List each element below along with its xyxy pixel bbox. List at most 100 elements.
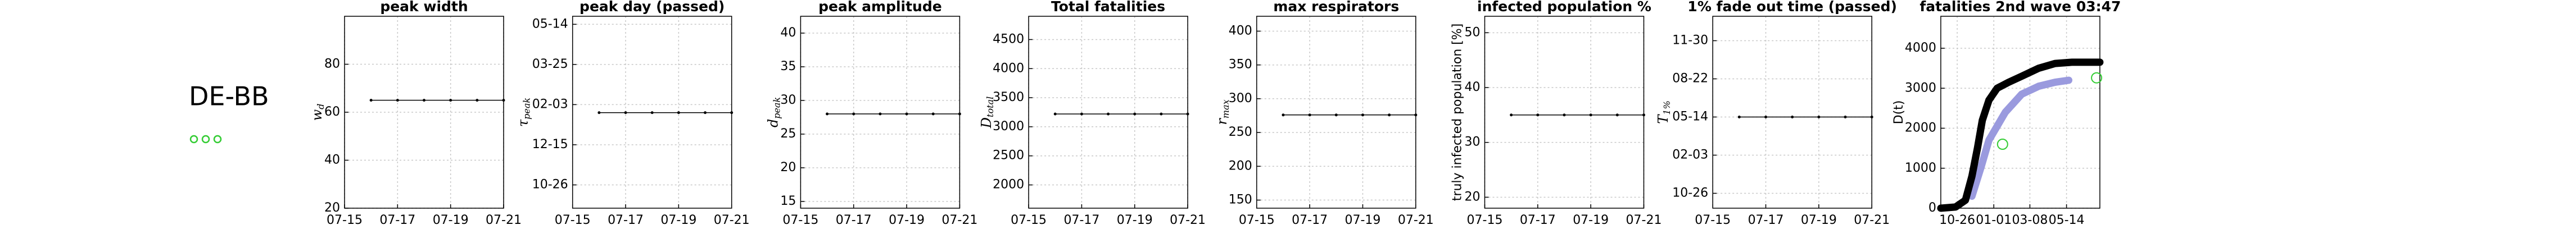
- marker-icon: [213, 135, 222, 144]
- region-label: DE-BB: [189, 81, 269, 112]
- y-tick-label: 3500: [993, 90, 1024, 104]
- y-tick-label: 3000: [1905, 81, 1936, 95]
- series-line: [1937, 58, 2104, 212]
- plot-frame: [1712, 16, 1872, 209]
- y-tick-label: 02-03: [532, 97, 568, 111]
- point: [1817, 115, 1821, 118]
- point: [1844, 115, 1847, 118]
- y-axis-label: dpeak: [765, 97, 782, 127]
- y-tick-label: 30: [780, 93, 796, 107]
- point: [879, 112, 882, 116]
- y-axis-label: Dtotal: [979, 97, 995, 129]
- x-tick-label: 05-14: [2049, 213, 2085, 227]
- y-tick-label: 400: [1229, 24, 1252, 38]
- y-tick-label: 80: [324, 57, 340, 71]
- chart-title: max respirators: [1273, 0, 1399, 15]
- x-tick-label: 07-15: [555, 213, 591, 227]
- marker: [1996, 139, 2008, 150]
- y-axis-label: D(t): [1892, 100, 1906, 125]
- point: [1107, 112, 1110, 116]
- point: [730, 111, 734, 114]
- y-tick-label: 0: [1928, 201, 1936, 215]
- y-tick-label: 35: [780, 59, 796, 74]
- point: [852, 112, 855, 116]
- x-tick-label: 07-19: [1117, 213, 1153, 227]
- y-tick-label: 4000: [1905, 41, 1936, 55]
- x-tick-label: 07-17: [608, 213, 644, 227]
- y-tick-label: 20: [780, 160, 796, 175]
- y-axis-label-main: D: [979, 117, 994, 129]
- plot-frame: [800, 16, 961, 209]
- x-tick-label: 07-15: [1239, 213, 1275, 227]
- point: [423, 99, 425, 102]
- point: [1642, 113, 1645, 117]
- y-tick-label: 25: [780, 127, 796, 141]
- point: [449, 99, 452, 102]
- x-tick-label: 07-19: [433, 213, 469, 227]
- y-tick-label: 2500: [993, 149, 1024, 163]
- point: [1589, 113, 1592, 117]
- point: [1282, 113, 1285, 117]
- y-tick-label: 3000: [993, 120, 1024, 134]
- point: [1536, 113, 1540, 117]
- y-tick-label: 350: [1229, 58, 1252, 72]
- x-tick-label: 07-15: [327, 213, 363, 227]
- point: [1308, 113, 1311, 117]
- point: [1563, 113, 1566, 117]
- y-axis-label-sub: peak: [771, 97, 782, 119]
- point: [650, 111, 654, 114]
- point: [1133, 112, 1137, 116]
- y-tick-label: 05-14: [1672, 109, 1708, 123]
- point: [826, 112, 829, 116]
- y-tick-label: 200: [1229, 159, 1252, 173]
- x-tick-label: 07-15: [1011, 213, 1047, 227]
- x-tick-label: 07-21: [714, 213, 750, 227]
- point: [1361, 113, 1364, 117]
- y-tick-label: 40: [1465, 80, 1481, 94]
- x-tick-label: 07-21: [1398, 213, 1434, 227]
- y-axis-label-sub: d: [315, 104, 326, 109]
- y-tick-label: 02-03: [1672, 148, 1708, 162]
- y-tick-label: 10-26: [532, 178, 568, 192]
- point: [931, 112, 935, 116]
- y-axis-label: truly infected population [%]: [1451, 24, 1465, 201]
- marker: [2091, 72, 2103, 84]
- point: [1080, 112, 1083, 116]
- chart-title: 1% fade out time (passed): [1687, 0, 1897, 15]
- x-tick-label: 07-15: [1695, 213, 1731, 227]
- plot-frame: [1256, 16, 1416, 209]
- y-tick-label: 15: [780, 194, 796, 208]
- x-tick-label: 07-17: [836, 213, 872, 227]
- x-tick-label: 07-17: [1292, 213, 1328, 227]
- y-tick-label: 10-26: [1672, 186, 1708, 200]
- y-axis-label: rmax: [1214, 99, 1230, 125]
- x-tick-label: 07-19: [1344, 213, 1380, 227]
- y-axis-label: T1%: [1655, 100, 1672, 123]
- x-tick-label: 07-15: [1467, 213, 1503, 227]
- point: [1334, 113, 1338, 117]
- y-tick-label: 150: [1229, 193, 1252, 207]
- chart-title: peak day (passed): [580, 0, 725, 15]
- x-tick-label: 01-01: [1976, 213, 2012, 227]
- x-tick-label: 07-15: [782, 213, 818, 227]
- point: [369, 99, 373, 102]
- y-tick-label: 4500: [993, 32, 1024, 46]
- y-axis-label-main: r: [1214, 118, 1229, 125]
- y-tick-label: 11-30: [1672, 34, 1708, 48]
- y-tick-label: 30: [1465, 135, 1481, 149]
- x-tick-label: 03-08: [2012, 213, 2048, 227]
- y-tick-label: 2000: [993, 178, 1024, 192]
- point: [1388, 113, 1391, 117]
- plot-frame: [1940, 16, 2100, 209]
- y-tick-label: 2000: [1905, 121, 1936, 135]
- point: [958, 112, 961, 116]
- x-tick-label: 07-17: [1520, 213, 1556, 227]
- x-tick-label: 07-17: [379, 213, 415, 227]
- point: [1615, 113, 1619, 117]
- x-tick-label: 07-21: [1626, 213, 1662, 227]
- marker-icon: [189, 135, 198, 144]
- point: [1764, 115, 1768, 118]
- point: [1791, 115, 1794, 118]
- chart-title: fatalities 2nd wave 03:47: [1919, 0, 2121, 15]
- y-tick-label: 50: [1465, 25, 1481, 39]
